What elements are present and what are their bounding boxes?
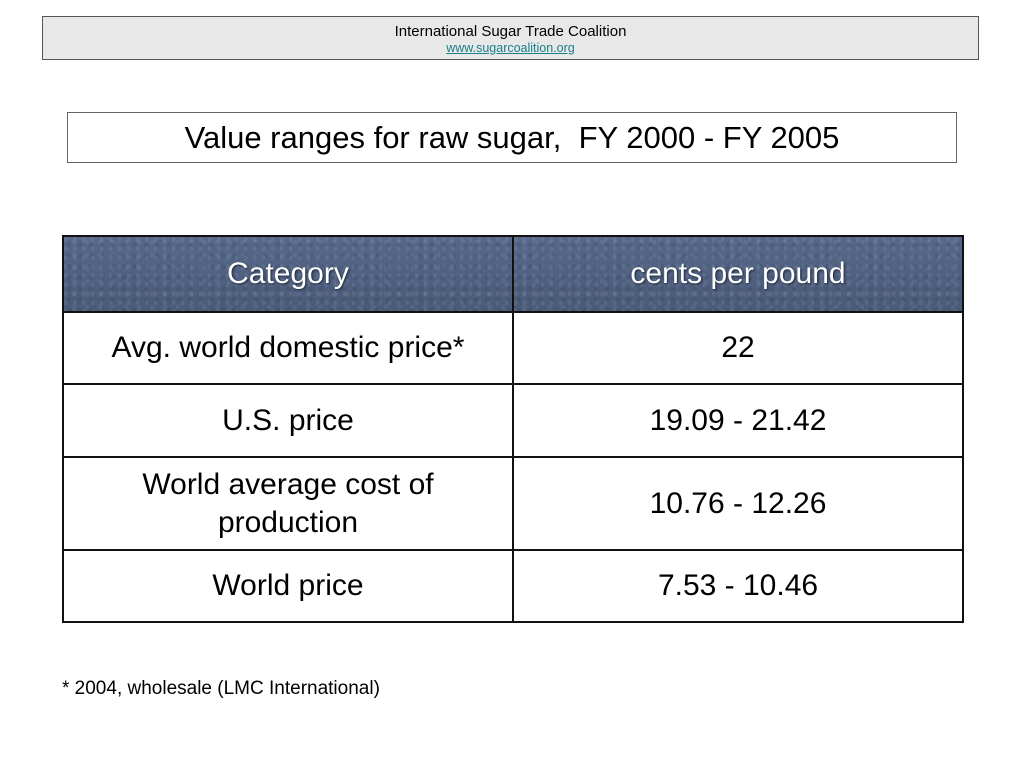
category-cell: Avg. world domestic price* [62, 311, 514, 385]
header-banner: International Sugar Trade Coalition www.… [42, 16, 979, 60]
table-row: World average cost of production 10.76 -… [62, 456, 964, 551]
organization-name: International Sugar Trade Coalition [394, 23, 627, 40]
slide-title-box: Value ranges for raw sugar, FY 2000 - FY… [67, 112, 957, 163]
price-table: Category cents per pound Avg. world dome… [62, 235, 964, 623]
value-cell: 10.76 - 12.26 [512, 456, 964, 551]
table-row: Avg. world domestic price* 22 [62, 311, 964, 385]
category-cell: World price [62, 549, 514, 623]
slide-title: Value ranges for raw sugar, FY 2000 - FY… [184, 119, 840, 155]
value-cell: 22 [512, 311, 964, 385]
category-cell: World average cost of production [62, 456, 514, 551]
organization-url-link[interactable]: www.sugarcoalition.org [446, 41, 575, 55]
category-cell: U.S. price [62, 383, 514, 458]
table-row: U.S. price 19.09 - 21.42 [62, 383, 964, 458]
value-cell: 19.09 - 21.42 [512, 383, 964, 458]
column-header-cents-per-pound: cents per pound [512, 235, 964, 313]
value-cell: 7.53 - 10.46 [512, 549, 964, 623]
footnote: * 2004, wholesale (LMC International) [62, 678, 380, 699]
table-header-row: Category cents per pound [62, 235, 964, 313]
table-row: World price 7.53 - 10.46 [62, 549, 964, 623]
column-header-category: Category [62, 235, 514, 313]
